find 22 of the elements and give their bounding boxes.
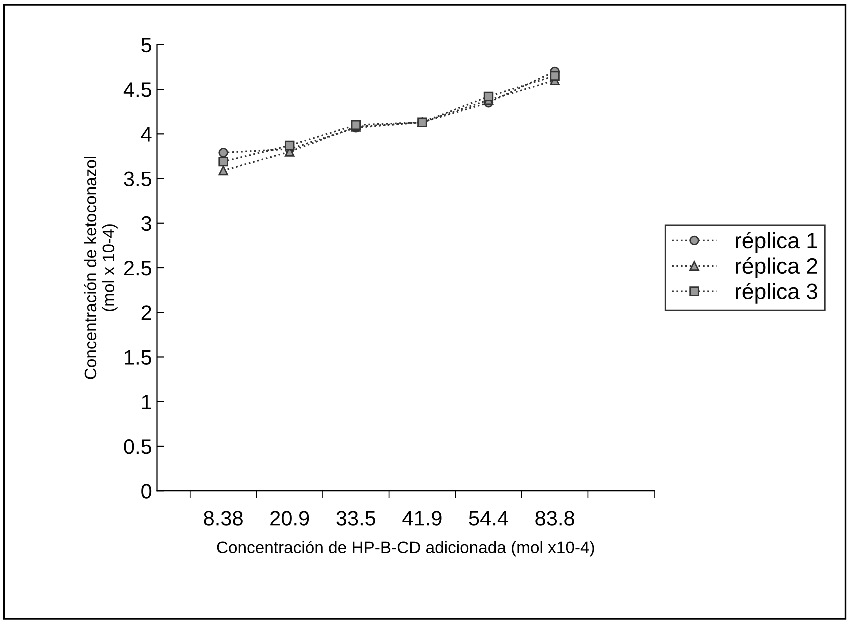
y-tick-label: 0.5 xyxy=(124,439,152,454)
y-tick-label: 1.5 xyxy=(125,350,152,365)
x-tick-label: 83.8 xyxy=(536,511,574,526)
y-tick-label: 3 xyxy=(142,216,152,232)
x-tick-label: 20.9 xyxy=(270,511,310,526)
y-tick-label: 4 xyxy=(141,127,152,142)
x-tick-label: 54.4 xyxy=(469,511,508,526)
y-tick-label: 2 xyxy=(142,306,152,320)
legend-label: réplica 2 xyxy=(736,258,818,278)
legend-label: réplica 1 xyxy=(736,232,818,254)
y-tick-label: 2.5 xyxy=(124,261,152,276)
x-tick-label: 8.38 xyxy=(204,511,243,526)
y-tick-label: 3.5 xyxy=(124,172,152,187)
y-tick-label: 5 xyxy=(142,38,152,53)
legend-label: réplica 3 xyxy=(736,282,818,304)
x-tick-label: 41.9 xyxy=(402,511,442,526)
x-axis-title: Concentración de HP-B-CD adicionada (mol x10-4) xyxy=(217,541,594,557)
y-tick-label: 1 xyxy=(142,395,152,410)
y-tick-label: 0 xyxy=(142,484,152,499)
y-tick-label: 4.5 xyxy=(124,82,152,98)
y-axis-title: Concentración de ketoconazol (mol x 10-4) xyxy=(84,157,118,380)
x-tick-label: 33.5 xyxy=(336,511,376,526)
